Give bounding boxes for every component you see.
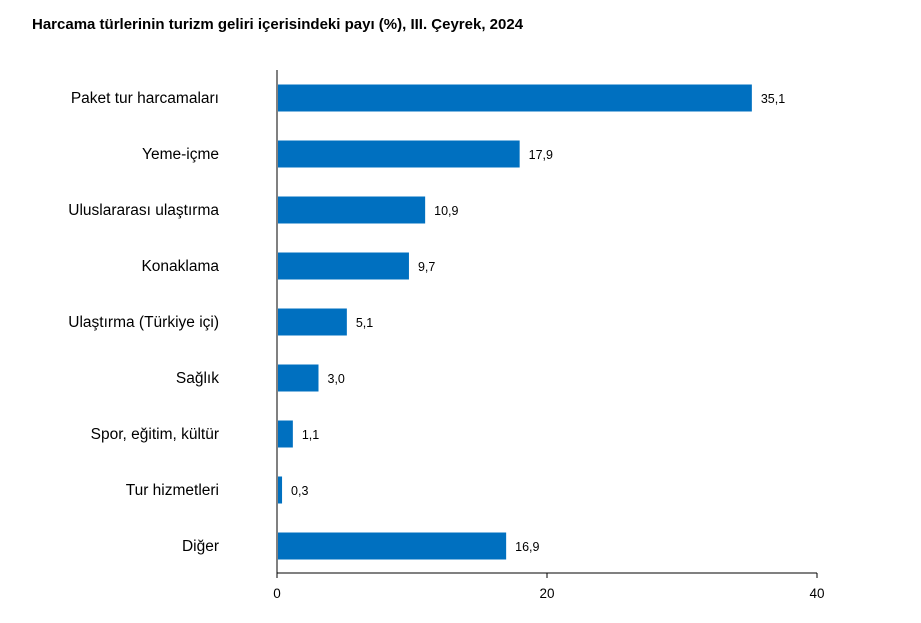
bar — [278, 196, 426, 224]
category-label: Uluslararası ulaştırma — [68, 202, 219, 219]
value-label: 10,9 — [434, 204, 458, 218]
value-label: 35,1 — [761, 92, 785, 106]
chart-title: Harcama türlerinin turizm geliri içerisi… — [32, 16, 524, 33]
category-label: Diğer — [182, 538, 219, 555]
value-label: 3,0 — [328, 372, 345, 386]
bar — [278, 476, 283, 504]
bar — [278, 252, 409, 280]
bar — [278, 420, 293, 448]
value-label: 1,1 — [302, 428, 319, 442]
bar — [278, 308, 347, 336]
bars-group — [278, 84, 752, 560]
value-label: 0,3 — [291, 484, 308, 498]
bar — [278, 532, 507, 560]
category-label: Ulaştırma (Türkiye içi) — [68, 314, 219, 331]
value-label: 9,7 — [418, 260, 435, 274]
bar — [278, 140, 520, 168]
category-label: Sağlık — [176, 370, 219, 387]
value-label: 17,9 — [529, 148, 553, 162]
bar — [278, 84, 752, 112]
value-label: 5,1 — [356, 316, 373, 330]
bar — [278, 364, 319, 392]
category-label: Spor, eğitim, kültür — [91, 426, 219, 443]
category-label: Paket tur harcamaları — [71, 90, 219, 107]
category-label: Konaklama — [141, 258, 219, 275]
value-labels: 35,1 17,9 10,9 9,7 5,1 3,0 1,1 0,3 16,9 — [291, 92, 785, 554]
axes: 0 20 40 — [273, 70, 825, 601]
x-tick-label: 40 — [809, 586, 824, 601]
category-label: Tur hizmetleri — [126, 482, 219, 499]
x-tick-label: 0 — [273, 586, 281, 601]
x-tick-label: 20 — [539, 586, 554, 601]
category-label: Yeme-içme — [142, 146, 219, 163]
category-labels: Paket tur harcamaları Yeme-içme Uluslarara… — [68, 90, 219, 555]
value-label: 16,9 — [515, 540, 539, 554]
